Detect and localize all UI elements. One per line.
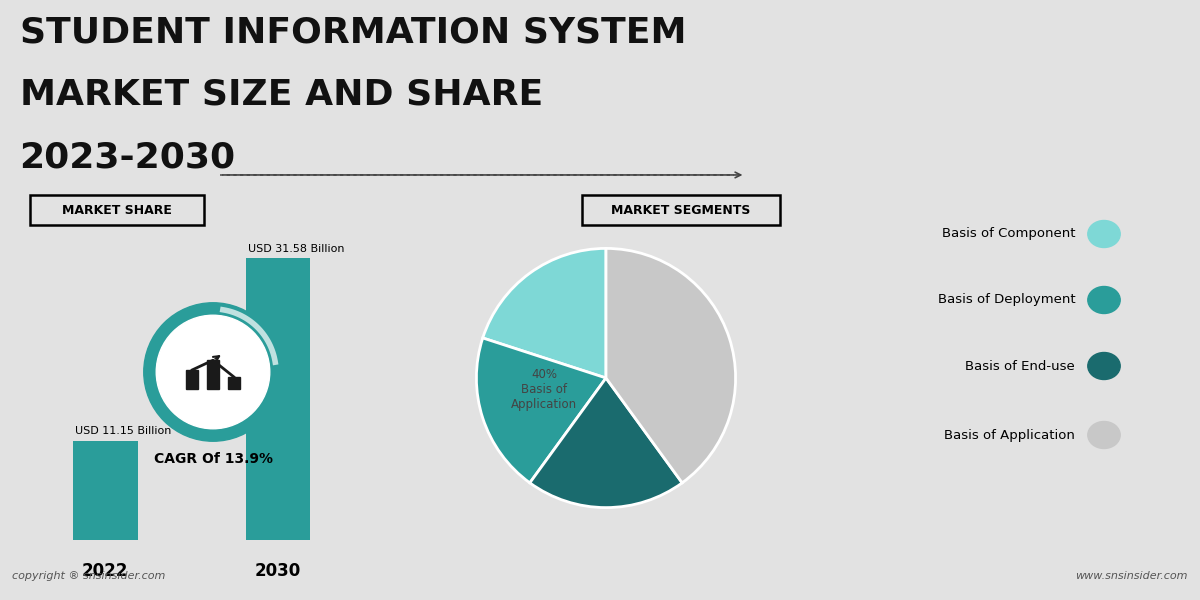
Text: 2030: 2030	[254, 562, 301, 580]
Text: www.snsinsider.com: www.snsinsider.com	[1075, 571, 1188, 581]
FancyBboxPatch shape	[582, 195, 780, 225]
Circle shape	[1087, 286, 1121, 313]
Circle shape	[144, 303, 282, 441]
Text: Basis of End-use: Basis of End-use	[966, 359, 1075, 373]
Wedge shape	[476, 338, 606, 483]
FancyBboxPatch shape	[30, 195, 204, 225]
Text: 40%
Basis of
Application: 40% Basis of Application	[511, 368, 577, 411]
Wedge shape	[482, 248, 606, 378]
Circle shape	[1087, 421, 1121, 449]
Text: MARKET SIZE AND SHARE: MARKET SIZE AND SHARE	[19, 77, 542, 111]
Text: STUDENT INFORMATION SYSTEM: STUDENT INFORMATION SYSTEM	[19, 16, 686, 50]
Text: USD 31.58 Billion: USD 31.58 Billion	[247, 244, 344, 254]
Text: 2023-2030: 2023-2030	[19, 140, 235, 175]
Text: 2022: 2022	[82, 562, 128, 580]
Bar	[186, 370, 198, 389]
Text: MARKET SHARE: MARKET SHARE	[62, 203, 172, 217]
Bar	[246, 259, 311, 540]
Bar	[228, 377, 240, 389]
Text: Basis of Deployment: Basis of Deployment	[937, 293, 1075, 307]
Circle shape	[1087, 220, 1121, 247]
Wedge shape	[530, 378, 682, 508]
Bar	[73, 440, 138, 540]
Text: Basis of Component: Basis of Component	[942, 227, 1075, 241]
Bar	[206, 360, 220, 389]
Text: CAGR Of 13.9%: CAGR Of 13.9%	[154, 452, 272, 466]
Circle shape	[156, 315, 270, 429]
Text: USD 11.15 Billion: USD 11.15 Billion	[74, 426, 172, 436]
Text: MARKET SEGMENTS: MARKET SEGMENTS	[611, 203, 751, 217]
Wedge shape	[606, 248, 736, 483]
Text: Basis of Application: Basis of Application	[944, 428, 1075, 442]
Circle shape	[1087, 352, 1121, 379]
Text: copyright ® snsinsider.com: copyright ® snsinsider.com	[12, 571, 166, 581]
